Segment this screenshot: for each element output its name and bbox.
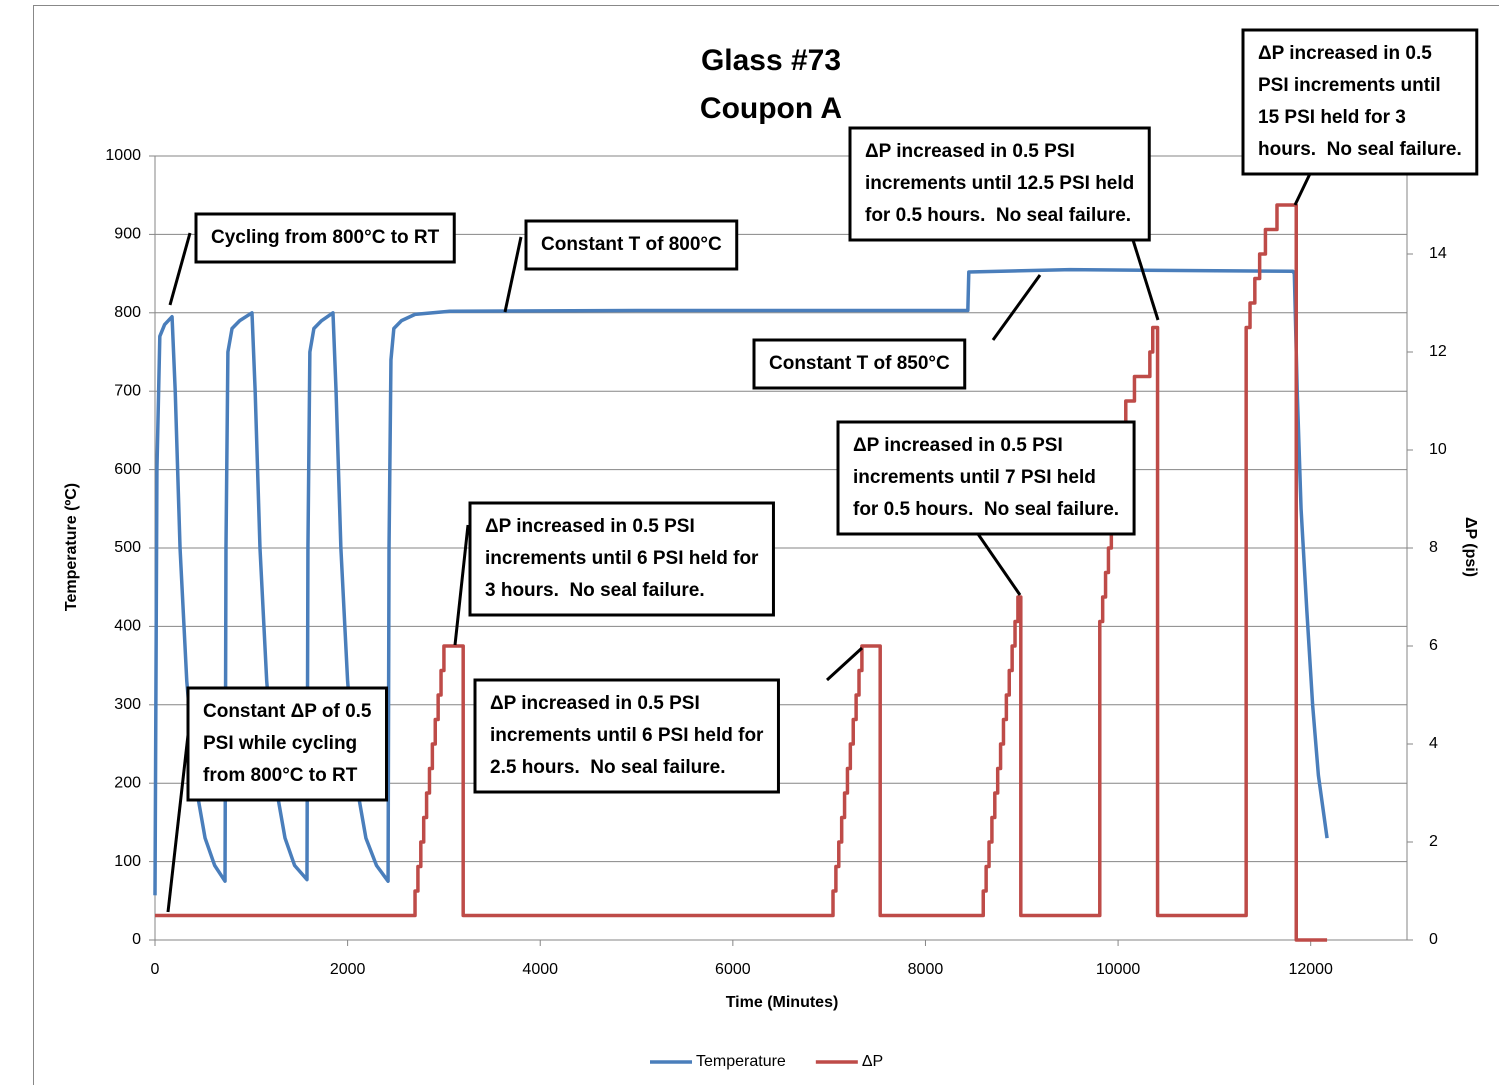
chart-title: Glass #73 — [701, 44, 841, 77]
y2-axis-title: ΔP (psi) — [1462, 517, 1479, 577]
y-tick-label: 400 — [114, 618, 141, 635]
y-tick-label: 300 — [114, 696, 141, 713]
y2-tick-label: 0 — [1429, 931, 1438, 948]
annotation-text: for 0.5 hours. No seal failure. — [865, 205, 1131, 226]
annotation: ΔP increased in 0.5 PSI increments until … — [468, 501, 775, 617]
chart-subtitle: Coupon A — [700, 92, 842, 125]
annotation-box — [752, 338, 967, 390]
series-line — [155, 203, 1328, 942]
annotation-box — [1241, 28, 1479, 176]
y-tick-label: 1000 — [105, 147, 141, 164]
annotation-leader — [1131, 239, 1160, 321]
annotation: ΔP increased in 0.5 PSI increments until … — [473, 678, 780, 794]
y2-tick-label: 14 — [1429, 245, 1447, 262]
y-tick-label: 900 — [114, 226, 141, 243]
annotation-box — [473, 678, 780, 794]
annotation-text: increments until 7 PSI held — [853, 467, 1096, 488]
annotation: Constant T of 850°C — [752, 338, 967, 390]
annotation-box — [186, 686, 388, 802]
annotation-leader — [825, 646, 864, 682]
annotation: ΔP increased in 0.5 PSI increments until … — [848, 126, 1151, 242]
annotation-text: increments until 12.5 PSI held — [865, 173, 1134, 194]
annotation-leader — [991, 274, 1042, 341]
annotation-box — [468, 501, 775, 617]
annotation-text: PSI increments until — [1258, 75, 1441, 96]
annotation-leader — [168, 232, 192, 306]
annotation-leader — [503, 236, 523, 313]
x-tick-label: 4000 — [522, 961, 558, 978]
annotation-text: ΔP increased in 0.5 PSI — [853, 435, 1063, 456]
annotation-box — [836, 420, 1136, 536]
y-axis-title: Temperature (ºC) — [63, 483, 80, 611]
x-tick-label: 12000 — [1288, 961, 1333, 978]
annotation: Constant ΔP of 0.5 PSI while cycling from … — [186, 686, 388, 802]
y-tick-label: 0 — [132, 931, 141, 948]
annotation-text: increments until 6 PSI held for — [490, 725, 764, 746]
annotation-text: ΔP increased in 0.5 PSI — [865, 141, 1075, 162]
y-tick-label: 100 — [114, 853, 141, 870]
legend-label: Temperature — [696, 1053, 786, 1070]
y-tick-label: 700 — [114, 382, 141, 399]
x-tick-label: 0 — [151, 961, 160, 978]
annotation-text: Cycling from 800°C to RT — [211, 227, 440, 248]
annotation-text: 15 PSI held for 3 — [1258, 107, 1406, 128]
annotation-box — [524, 219, 739, 271]
annotation-text: Constant T of 850°C — [769, 353, 950, 374]
annotation: ΔP increased in 0.5 PSI increments until 1… — [1241, 28, 1479, 176]
annotation-text: ΔP increased in 0.5 PSI — [485, 516, 695, 537]
y-tick-label: 600 — [114, 461, 141, 478]
annotation-text: ΔP increased in 0.5 — [1258, 43, 1432, 64]
x-axis-title: Time (Minutes) — [726, 994, 839, 1011]
annotation-box — [194, 212, 456, 264]
annotation-text: 2.5 hours. No seal failure. — [490, 757, 725, 778]
annotation-leader — [166, 734, 190, 913]
y2-tick-label: 8 — [1429, 539, 1438, 556]
x-tick-label: 2000 — [330, 961, 366, 978]
y2-tick-label: 6 — [1429, 637, 1438, 654]
x-tick-label: 6000 — [715, 961, 751, 978]
y-tick-label: 200 — [114, 774, 141, 791]
annotation-text: 3 hours. No seal failure. — [485, 580, 705, 601]
legend-label: ΔP — [862, 1053, 883, 1070]
x-tick-label: 8000 — [908, 961, 944, 978]
x-tick-label: 10000 — [1096, 961, 1141, 978]
annotation: Constant T of 800°C — [524, 219, 739, 271]
annotation-text: ΔP increased in 0.5 PSI — [490, 693, 700, 714]
annotation-text: increments until 6 PSI held for — [485, 548, 759, 569]
y2-tick-label: 2 — [1429, 833, 1438, 850]
annotation-text: Constant T of 800°C — [541, 234, 722, 255]
y-tick-label: 800 — [114, 304, 141, 321]
annotation-text: from 800°C to RT — [203, 765, 358, 786]
y-tick-label: 500 — [114, 539, 141, 556]
y2-tick-label: 4 — [1429, 735, 1438, 752]
annotation-box — [848, 126, 1151, 242]
annotation-text: for 0.5 hours. No seal failure. — [853, 499, 1119, 520]
annotation-text: hours. No seal failure. — [1258, 139, 1462, 160]
y2-tick-label: 12 — [1429, 343, 1447, 360]
annotation-text: PSI while cycling — [203, 733, 357, 754]
y2-tick-label: 10 — [1429, 441, 1447, 458]
annotation: Cycling from 800°C to RT — [194, 212, 456, 264]
annotation-leader — [976, 533, 1022, 596]
annotation-leader — [453, 524, 470, 646]
series-line — [153, 267, 1329, 896]
annotation: ΔP increased in 0.5 PSI increments until … — [836, 420, 1136, 536]
annotation-text: Constant ΔP of 0.5 — [203, 701, 372, 722]
